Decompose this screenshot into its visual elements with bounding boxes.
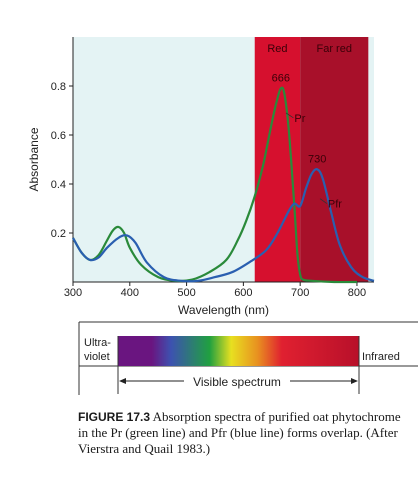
x-axis-label: Wavelength (nm) — [178, 303, 269, 317]
peak-label: 666 — [272, 72, 290, 84]
series-label-pr: Pr — [294, 113, 305, 125]
region-band — [300, 37, 369, 282]
region-label: Red — [267, 43, 287, 55]
figure-caption: FIGURE 17.3 Absorption spectra of purifi… — [78, 409, 413, 457]
y-tick-label: 0.4 — [51, 179, 66, 191]
y-axis-label: Absorbance — [27, 127, 41, 191]
y-tick-label: 0.6 — [51, 130, 66, 142]
x-tick-label: 500 — [177, 287, 195, 299]
ir-label: Infrared — [362, 351, 400, 363]
figure-number: FIGURE 17.3 — [78, 410, 151, 424]
x-tick-label: 400 — [121, 287, 139, 299]
visible-arrow-right-head — [351, 378, 358, 384]
visible-label-bg — [184, 373, 290, 389]
x-tick-label: 600 — [234, 287, 252, 299]
y-tick-label: 0.8 — [51, 81, 66, 93]
uv-label-line2: violet — [84, 351, 110, 363]
series-label-leader — [285, 112, 294, 119]
visible-spectrum-band — [118, 336, 359, 366]
spectrum-bar: Ultra- violet Infrared Visible spectrum — [78, 321, 418, 395]
x-tick-label: 300 — [64, 287, 82, 299]
region-label: Far red — [317, 43, 352, 55]
visible-spectrum-label: Visible spectrum — [193, 375, 281, 389]
series-line-pfr — [72, 168, 375, 283]
x-tick-label: 800 — [348, 287, 366, 299]
series-label-pfr: Pfr — [328, 199, 342, 211]
peak-label: 730 — [308, 153, 326, 165]
visible-arrow-left-head — [119, 378, 126, 384]
absorption-chart: Red Far red 300 400 500 600 700 800 0.2 0.4 0.6 0.… — [27, 37, 418, 395]
uv-label-line1: Ultra- — [84, 337, 111, 349]
series-line-pr — [72, 86, 358, 284]
y-tick-label: 0.2 — [51, 228, 66, 240]
caption-text: Absorption spectra of purified oat phyto… — [78, 409, 401, 456]
series-label-leader — [319, 198, 328, 204]
x-tick-label: 700 — [291, 287, 309, 299]
region-band — [254, 37, 301, 282]
